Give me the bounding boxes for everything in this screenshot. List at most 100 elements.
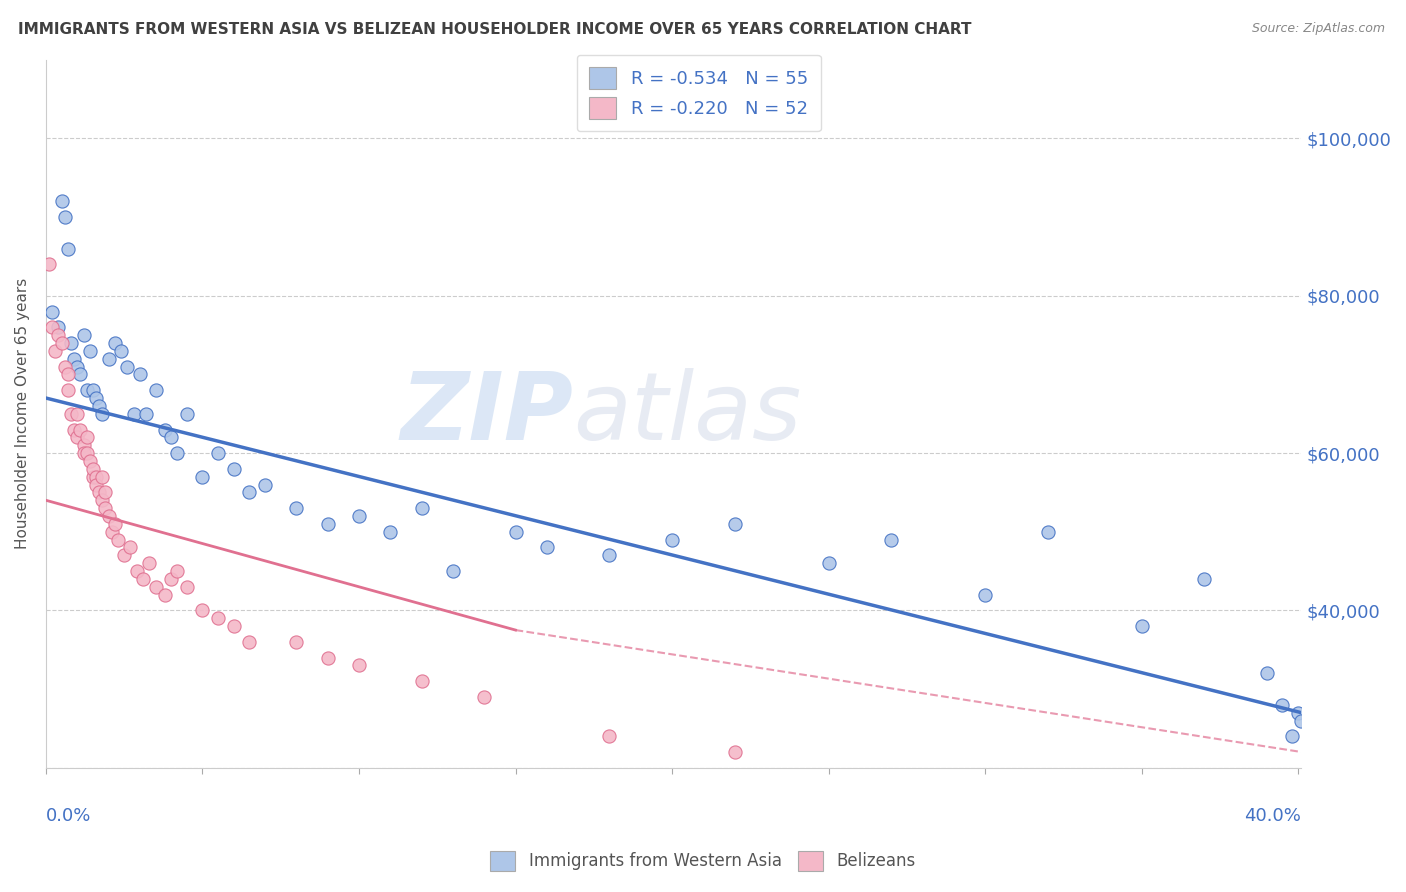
Point xyxy=(1291,714,1313,728)
Point xyxy=(207,446,229,460)
Point xyxy=(254,477,277,491)
Point xyxy=(135,407,157,421)
Point xyxy=(598,549,620,563)
Point xyxy=(661,533,683,547)
Point xyxy=(347,658,370,673)
Point xyxy=(48,328,70,343)
Point xyxy=(138,556,160,570)
Point xyxy=(153,588,176,602)
Text: Source: ZipAtlas.com: Source: ZipAtlas.com xyxy=(1251,22,1385,36)
Point xyxy=(598,729,620,743)
Point xyxy=(207,611,229,625)
Point xyxy=(191,603,214,617)
Point xyxy=(76,383,98,397)
Point xyxy=(69,368,91,382)
Point xyxy=(222,462,245,476)
Point xyxy=(117,359,139,374)
Point xyxy=(104,336,127,351)
Point xyxy=(91,493,114,508)
Point xyxy=(51,336,73,351)
Point xyxy=(132,572,155,586)
Point xyxy=(66,359,89,374)
Point xyxy=(166,446,188,460)
Point xyxy=(145,580,167,594)
Point xyxy=(238,635,260,649)
Point xyxy=(122,407,145,421)
Point xyxy=(60,407,83,421)
Point xyxy=(56,383,79,397)
Point xyxy=(724,745,747,759)
Point xyxy=(1281,729,1303,743)
Point xyxy=(72,438,94,452)
Point xyxy=(82,469,104,483)
Point xyxy=(347,509,370,524)
Point xyxy=(84,469,107,483)
Point xyxy=(66,407,89,421)
Point xyxy=(128,368,150,382)
Point xyxy=(63,351,86,366)
Point xyxy=(53,210,76,224)
Point xyxy=(38,257,60,271)
Point xyxy=(316,516,339,531)
Point xyxy=(191,469,214,483)
Point xyxy=(84,391,107,405)
Point xyxy=(125,564,148,578)
Point xyxy=(84,477,107,491)
Legend: R = -0.534   N = 55, R = -0.220   N = 52: R = -0.534 N = 55, R = -0.220 N = 52 xyxy=(576,54,821,131)
Text: atlas: atlas xyxy=(574,368,801,459)
Point xyxy=(160,430,183,444)
Text: IMMIGRANTS FROM WESTERN ASIA VS BELIZEAN HOUSEHOLDER INCOME OVER 65 YEARS CORREL: IMMIGRANTS FROM WESTERN ASIA VS BELIZEAN… xyxy=(18,22,972,37)
Point xyxy=(89,399,111,413)
Point xyxy=(79,343,101,358)
Point xyxy=(880,533,903,547)
Point xyxy=(472,690,495,704)
Point xyxy=(160,572,183,586)
Point xyxy=(817,556,839,570)
Point xyxy=(51,194,73,209)
Point xyxy=(176,580,198,594)
Point xyxy=(100,524,122,539)
Point xyxy=(82,462,104,476)
Point xyxy=(238,485,260,500)
Point xyxy=(97,509,120,524)
Text: ZIP: ZIP xyxy=(401,368,574,459)
Point xyxy=(112,549,135,563)
Point xyxy=(153,423,176,437)
Point xyxy=(72,328,94,343)
Point xyxy=(107,533,129,547)
Point xyxy=(94,485,117,500)
Point xyxy=(44,343,66,358)
Point xyxy=(41,304,63,318)
Point xyxy=(380,524,402,539)
Point xyxy=(76,446,98,460)
Point xyxy=(97,351,120,366)
Text: 0.0%: 0.0% xyxy=(46,806,91,824)
Point xyxy=(56,368,79,382)
Point xyxy=(505,524,527,539)
Point xyxy=(56,242,79,256)
Point xyxy=(285,501,308,516)
Point xyxy=(72,446,94,460)
Point xyxy=(110,343,132,358)
Point xyxy=(1256,666,1278,681)
Point xyxy=(176,407,198,421)
Point xyxy=(411,674,433,689)
Point xyxy=(316,650,339,665)
Point xyxy=(1130,619,1153,633)
Point xyxy=(66,430,89,444)
Y-axis label: Householder Income Over 65 years: Householder Income Over 65 years xyxy=(15,278,30,549)
Point xyxy=(1192,572,1215,586)
Point xyxy=(94,501,117,516)
Point xyxy=(60,336,83,351)
Point xyxy=(79,454,101,468)
Point xyxy=(145,383,167,397)
Point xyxy=(76,430,98,444)
Text: 40.0%: 40.0% xyxy=(1244,806,1302,824)
Point xyxy=(89,485,111,500)
Point xyxy=(1271,698,1294,712)
Point xyxy=(974,588,997,602)
Legend: Immigrants from Western Asia, Belizeans: Immigrants from Western Asia, Belizeans xyxy=(482,842,924,880)
Point xyxy=(1036,524,1059,539)
Point xyxy=(1286,706,1309,720)
Point xyxy=(53,359,76,374)
